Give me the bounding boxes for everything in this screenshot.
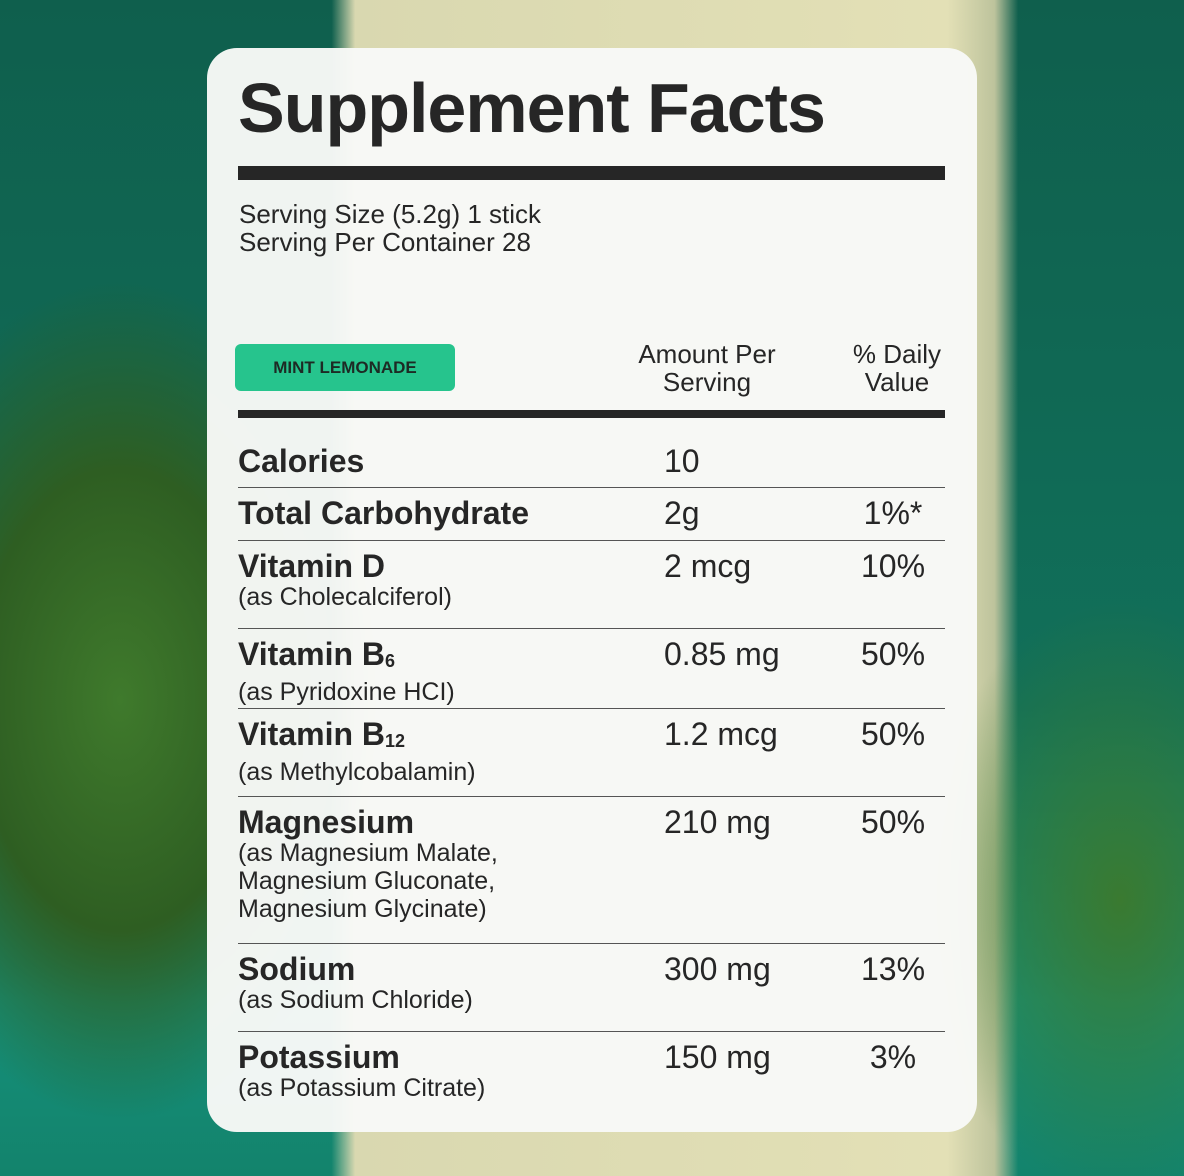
- nutrient-row: Total Carbohydrate 2g 1%*: [238, 488, 945, 541]
- title: Supplement Facts: [238, 69, 826, 147]
- daily-value-header: % Daily Value: [827, 340, 967, 396]
- nutrient-row: Potassium (as Potassium Citrate) 150 mg 3%: [238, 1032, 945, 1120]
- nutrient-row: Vitamin B6 (as Pyridoxine HCI) 0.85 mg 50%: [238, 629, 945, 709]
- daily-value: 3%: [869, 1039, 917, 1075]
- nutrient-name: Vitamin D: [238, 548, 385, 584]
- nutrient-name-line: Potassium: [238, 1040, 945, 1074]
- nutrient-name: Potassium: [238, 1039, 400, 1075]
- nutrient-name: Calories: [238, 443, 365, 479]
- header-line: Value: [864, 367, 930, 397]
- nutrient-name: Total Carbohydrate: [238, 495, 529, 531]
- amount: 0.85 mg: [664, 636, 780, 672]
- facts-card: Supplement Facts Serving Size (5.2g) 1 s…: [207, 48, 977, 1132]
- amount: 300 mg: [664, 951, 771, 987]
- rule: [238, 166, 945, 180]
- amount: 2g: [664, 495, 700, 531]
- nutrient-name: Sodium: [238, 951, 356, 987]
- nutrient-row: Calories 10: [238, 418, 945, 488]
- nutrient-source: (as Magnesium Malate,: [238, 839, 498, 867]
- serving: Serving Size (5.2g) 1 stick Serving Per …: [239, 200, 541, 256]
- nutrient-rows: Calories 10 Total Carbohydrate 2g 1%* Vitamin…: [238, 418, 945, 1120]
- flavor-badge: MINT LEMONADE: [235, 344, 455, 391]
- nutrient-name-line: Vitamin B6: [238, 637, 945, 678]
- serving-size: Serving Size (5.2g) 1 stick: [239, 199, 542, 229]
- nutrient-name: Vitamin B: [238, 716, 385, 752]
- nutrient-name: Magnesium: [238, 804, 415, 840]
- nutrient-source: (as Pyridoxine HCI): [238, 678, 455, 706]
- daily-value: 50%: [860, 636, 926, 672]
- rule: [238, 410, 945, 418]
- subscript: 6: [385, 651, 396, 671]
- amount-header: Amount Per Serving: [617, 340, 797, 396]
- daily-value: 1%*: [863, 495, 923, 531]
- nutrient-row: Sodium (as Sodium Chloride) 300 mg 13%: [238, 944, 945, 1032]
- amount: 150 mg: [664, 1039, 771, 1075]
- nutrient-row: Magnesium (as Magnesium Malate, Magnesium …: [238, 797, 945, 944]
- nutrient-name-line: Magnesium: [238, 805, 945, 839]
- header-line: Serving: [662, 367, 752, 397]
- nutrient-name-line: Vitamin B12: [238, 717, 945, 758]
- nutrient-row: Vitamin D (as Cholecalciferol) 2 mcg 10%: [238, 541, 945, 629]
- amount: 1.2 mcg: [664, 716, 778, 752]
- subscript: 12: [385, 731, 406, 751]
- amount: 10: [664, 443, 700, 479]
- servings-per-container: Serving Per Container 28: [239, 227, 531, 257]
- nutrient-source: (as Methylcobalamin): [238, 758, 476, 786]
- header-line: % Daily: [852, 339, 942, 369]
- nutrient-source: Magnesium Glycinate): [238, 895, 487, 923]
- nutrient-name-line: Total Carbohydrate: [238, 496, 945, 530]
- daily-value: 50%: [860, 716, 926, 752]
- nutrient-name-line: Calories: [238, 444, 945, 478]
- header-line: Amount Per: [638, 339, 776, 369]
- daily-value: 13%: [860, 951, 926, 987]
- nutrient-row: Vitamin B12 (as Methylcobalamin) 1.2 mcg 50…: [238, 709, 945, 797]
- nutrient-name: Vitamin B: [238, 636, 385, 672]
- nutrient-name-line: Sodium: [238, 952, 945, 986]
- daily-value: 50%: [860, 804, 926, 840]
- amount: 2 mcg: [664, 548, 752, 584]
- daily-value: 10%: [860, 548, 926, 584]
- nutrient-source: (as Sodium Chloride): [238, 986, 473, 1014]
- nutrient-source: (as Cholecalciferol): [238, 583, 452, 611]
- nutrient-source: (as Potassium Citrate): [238, 1074, 486, 1102]
- amount: 210 mg: [664, 804, 771, 840]
- nutrient-name-line: Vitamin D: [238, 549, 945, 583]
- nutrient-source: Magnesium Gluconate,: [238, 867, 496, 895]
